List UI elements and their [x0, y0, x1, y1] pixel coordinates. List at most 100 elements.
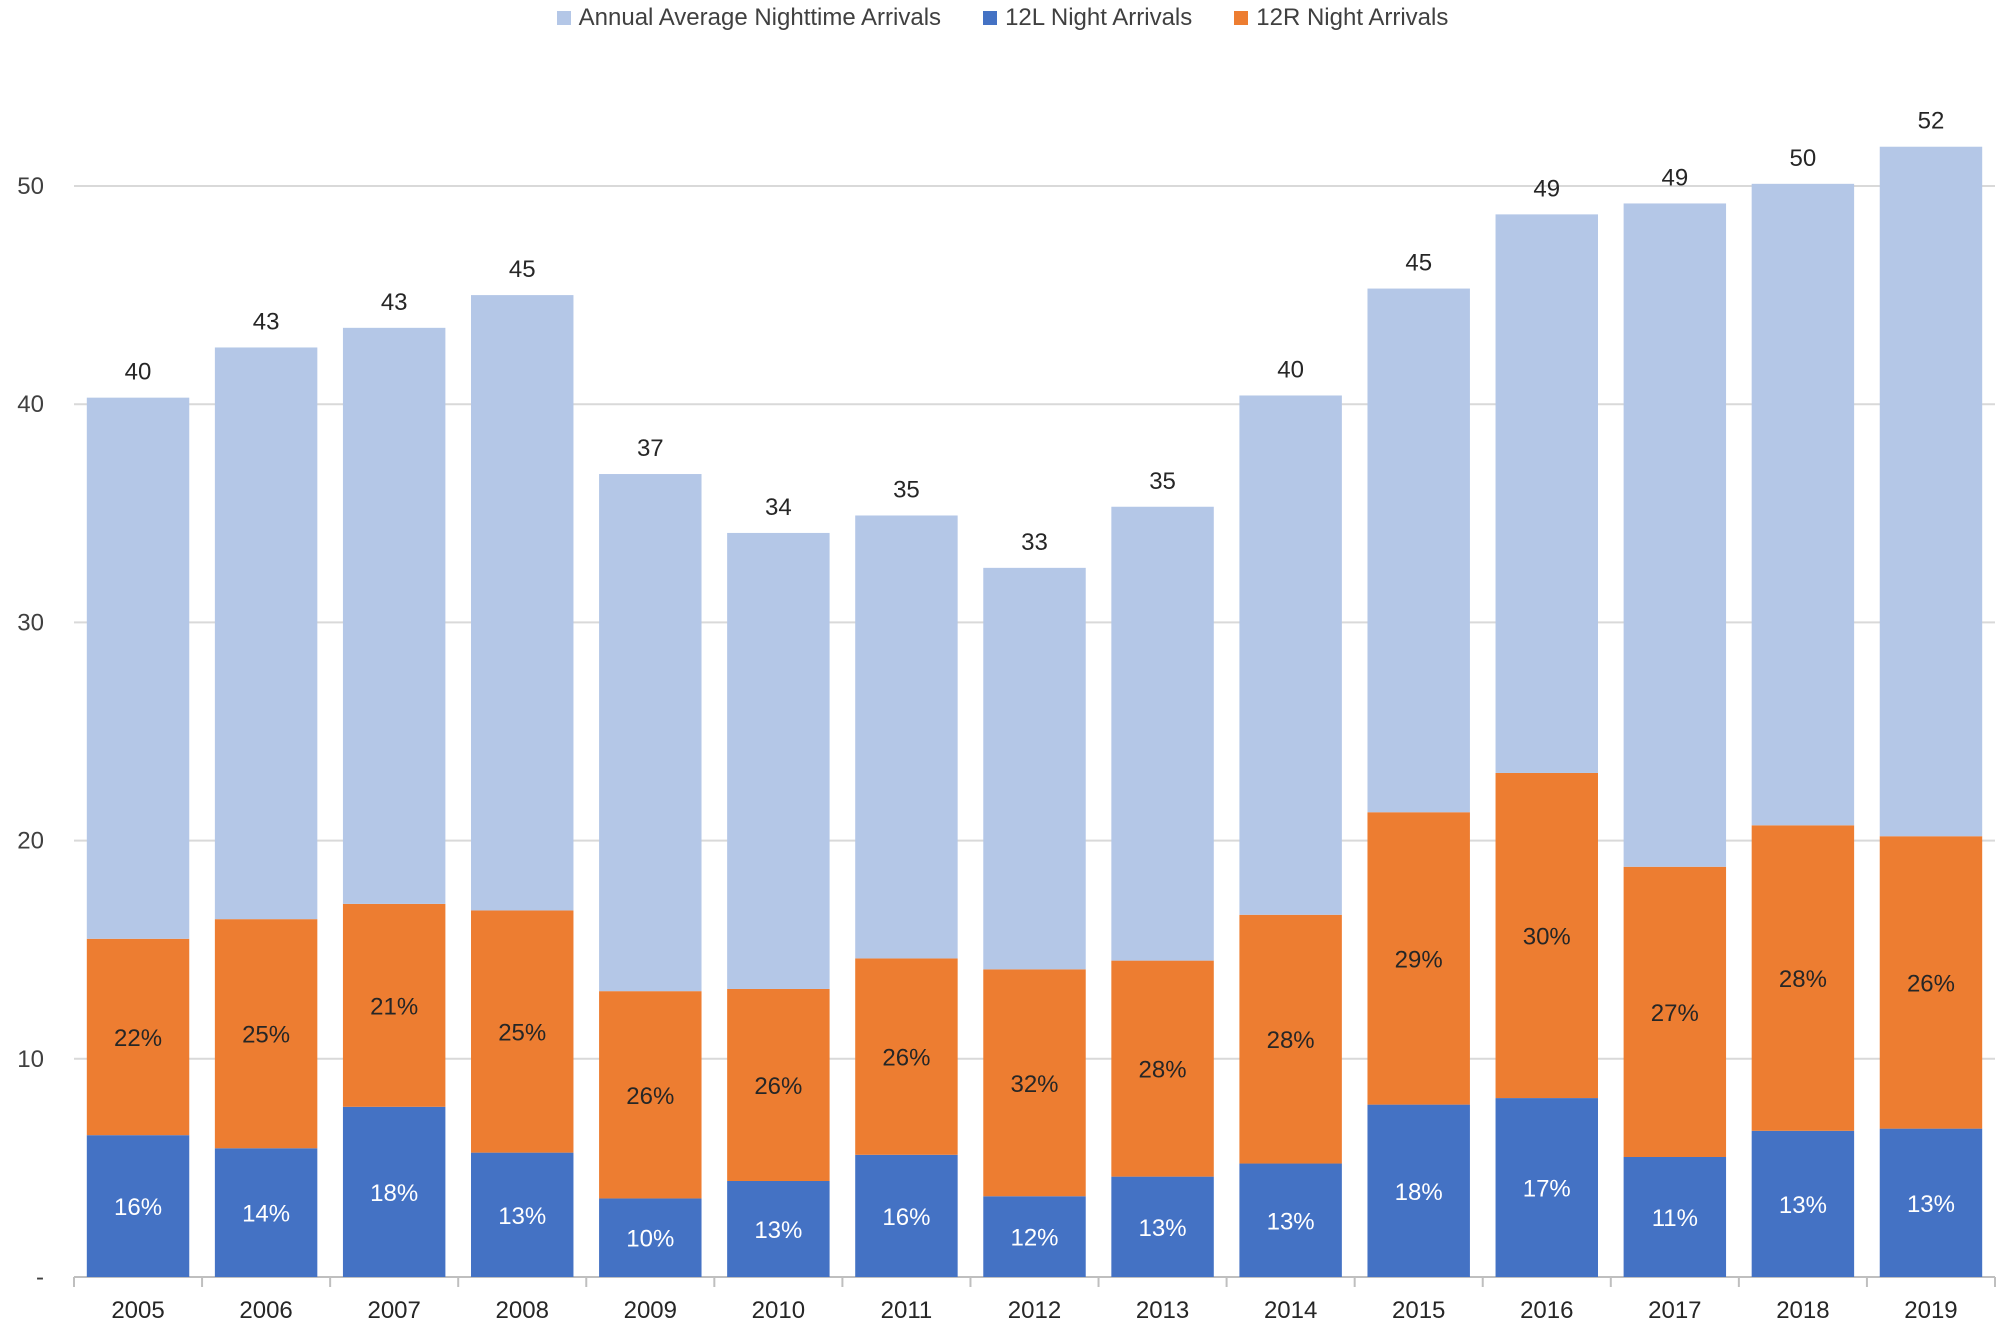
data-label-12l: 13% [1139, 1215, 1187, 1242]
data-label-total: 49 [1661, 164, 1688, 191]
x-tick-label: 2007 [367, 1297, 420, 1324]
data-label-12r: 28% [1779, 966, 1827, 993]
x-tick-label: 2015 [1392, 1297, 1445, 1324]
legend-label-12l: 12L Night Arrivals [1005, 4, 1193, 31]
bar-annual-average-2017 [1623, 203, 1727, 867]
data-label-12l: 14% [242, 1201, 290, 1228]
data-label-12l: 13% [1779, 1192, 1827, 1219]
bar-annual-average-2007 [342, 327, 446, 904]
data-label-total: 35 [893, 476, 920, 503]
data-label-12l: 10% [626, 1226, 674, 1253]
bar-12l-2019 [1879, 1128, 1983, 1277]
bar-12l-2011 [855, 1154, 958, 1277]
bar-12l-2018 [1751, 1130, 1855, 1277]
bar-12l-2009 [599, 1198, 702, 1277]
bar-12r-2009 [599, 991, 702, 1199]
bar-12l-2016 [1495, 1098, 1598, 1277]
data-label-total: 49 [1533, 175, 1560, 202]
bar-annual-average-2019 [1879, 146, 1983, 837]
data-label-12l: 18% [370, 1180, 418, 1207]
data-label-total: 50 [1790, 145, 1817, 172]
bar-annual-average-2014 [1239, 395, 1342, 915]
legend-label-12r: 12R Night Arrivals [1256, 4, 1449, 31]
bar-12l-2010 [727, 1180, 830, 1277]
data-label-12l: 13% [1907, 1191, 1955, 1218]
legend-swatch-12r [1234, 11, 1249, 25]
data-label-total: 37 [637, 435, 664, 462]
data-label-12l: 13% [1267, 1208, 1315, 1235]
data-label-12l: 18% [1395, 1179, 1443, 1206]
bar-annual-average-2015 [1367, 288, 1470, 813]
x-tick-label: 2006 [239, 1297, 292, 1324]
y-tick-label: 10 [17, 1046, 44, 1073]
bar-annual-average-2006 [214, 347, 318, 920]
bar-annual-average-2016 [1495, 214, 1598, 773]
data-label-12r: 26% [882, 1045, 930, 1072]
data-label-12l: 17% [1523, 1176, 1571, 1203]
bar-annual-average-2010 [727, 532, 830, 989]
bar-12l-2012 [983, 1196, 1086, 1277]
x-tick-label: 2012 [1008, 1297, 1061, 1324]
bar-12r-2012 [983, 969, 1086, 1197]
bar-12r-2013 [1111, 960, 1214, 1177]
bar-12r-2019 [1879, 836, 1983, 1129]
data-label-12r: 25% [242, 1022, 290, 1049]
bar-12r-2005 [86, 938, 190, 1136]
bar-annual-average-2018 [1751, 183, 1855, 826]
data-label-12r: 25% [498, 1020, 546, 1047]
x-tick-label: 2008 [496, 1297, 549, 1324]
legend-item-12l: 12L Night Arrivals [983, 4, 1192, 32]
x-tick-label: 2005 [111, 1297, 164, 1324]
data-label-total: 40 [125, 359, 152, 386]
bar-12r-2016 [1495, 772, 1598, 1099]
data-label-12r: 29% [1395, 946, 1443, 973]
legend-item-12r: 12R Night Arrivals [1234, 4, 1448, 32]
bar-12r-2006 [214, 919, 318, 1149]
bar-annual-average-2008 [471, 295, 574, 911]
bar-12r-2017 [1623, 866, 1727, 1157]
x-tick-label: 2014 [1264, 1297, 1317, 1324]
bar-12r-2010 [727, 988, 830, 1181]
bar-12r-2008 [471, 910, 574, 1153]
legend-item-annual-average: Annual Average Nighttime Arrivals [556, 4, 942, 32]
x-tick-label: 2017 [1648, 1297, 1701, 1324]
bar-12r-2015 [1367, 812, 1470, 1105]
data-label-12r: 21% [370, 993, 418, 1020]
legend-label-annual-average: Annual Average Nighttime Arrivals [578, 4, 942, 31]
bar-annual-average-2012 [983, 567, 1086, 970]
data-label-12r: 30% [1523, 924, 1571, 951]
bar-12r-2007 [342, 903, 446, 1107]
x-tick-label: 2009 [624, 1297, 677, 1324]
bar-12l-2014 [1239, 1163, 1342, 1277]
data-label-12r: 22% [114, 1025, 162, 1052]
data-label-12r: 26% [754, 1073, 802, 1100]
x-tick-label: 2016 [1520, 1297, 1573, 1324]
data-label-12r: 28% [1267, 1027, 1315, 1054]
bar-annual-average-2009 [599, 474, 702, 992]
bar-12l-2015 [1367, 1104, 1470, 1277]
data-label-total: 43 [253, 308, 280, 335]
x-tick-label: 2019 [1904, 1297, 1957, 1324]
data-label-12l: 13% [754, 1217, 802, 1244]
y-tick-label: 50 [17, 173, 44, 200]
data-label-total: 45 [509, 256, 536, 283]
data-label-total: 33 [1021, 529, 1048, 556]
data-label-12r: 26% [626, 1083, 674, 1110]
data-label-12r: 28% [1139, 1057, 1187, 1084]
data-label-total: 43 [381, 289, 408, 316]
data-label-12r: 26% [1907, 970, 1955, 997]
data-label-total: 35 [1149, 468, 1176, 495]
legend: Annual Average Nighttime Arrivals 12L Ni… [0, 4, 2005, 32]
data-label-total: 34 [765, 494, 792, 521]
bar-12l-2013 [1111, 1176, 1214, 1277]
data-label-12r: 32% [1010, 1071, 1058, 1098]
data-label-total: 45 [1405, 250, 1432, 277]
y-tick-label: 20 [17, 828, 44, 855]
data-label-12l: 11% [1652, 1205, 1698, 1232]
bar-12r-2011 [855, 958, 958, 1155]
data-label-12l: 16% [882, 1204, 930, 1231]
bar-12l-2005 [86, 1135, 190, 1277]
bar-12l-2006 [214, 1148, 318, 1277]
